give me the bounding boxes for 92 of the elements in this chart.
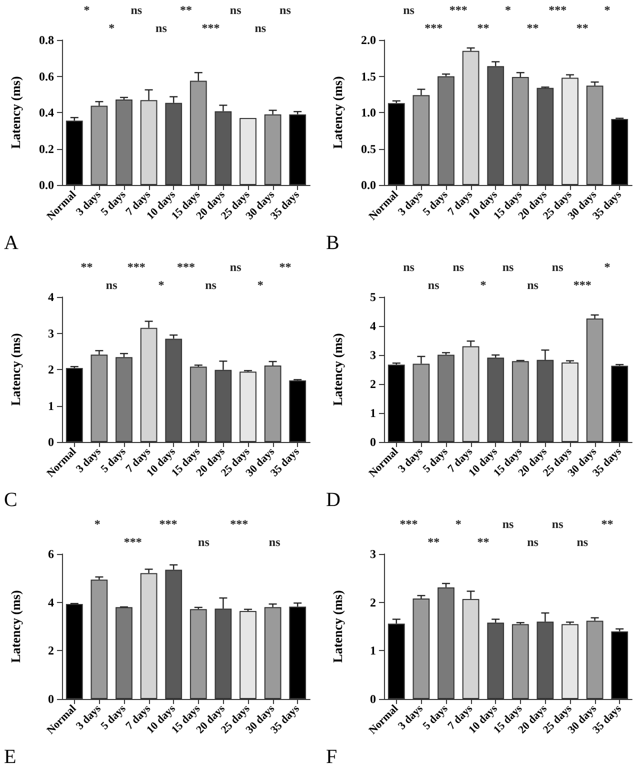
text: **	[526, 21, 539, 35]
text: E	[4, 746, 16, 768]
text: *	[455, 517, 462, 531]
text: ns	[268, 535, 281, 549]
y-tick-label: 2	[48, 644, 54, 658]
text: ns	[280, 3, 292, 17]
text: **	[477, 21, 490, 35]
y-tick-label: 6	[48, 547, 54, 561]
y-axis-title: Latency (ms)	[330, 590, 345, 663]
y-tick-label: 0	[48, 692, 54, 706]
text: *	[604, 3, 610, 17]
y-tick-label: 0.0	[361, 178, 376, 192]
y-axis-title: Latency (ms)	[8, 333, 23, 406]
y-tick-label: 0.6	[39, 69, 54, 84]
text: B	[326, 232, 340, 254]
text: ns	[527, 278, 539, 292]
text: ns	[502, 517, 514, 531]
y-tick-label: 1	[370, 406, 376, 420]
text: ns	[198, 535, 210, 549]
y-tick-label: 4	[48, 595, 54, 610]
text: *	[604, 260, 610, 274]
text: ***	[177, 260, 195, 274]
text: ***	[449, 3, 468, 17]
y-tick-label: 1.5	[361, 69, 376, 84]
y-axis-title: Latency (ms)	[330, 333, 345, 406]
text: ***	[230, 517, 248, 531]
text: **	[180, 3, 192, 17]
text: ns	[156, 21, 168, 35]
text: ***	[548, 3, 567, 17]
y-tick-label: 0.8	[39, 33, 54, 47]
y-tick-label: 2.0	[361, 33, 376, 47]
text: **	[279, 260, 292, 274]
text: **	[428, 535, 440, 549]
text: ***	[159, 517, 178, 531]
text: A	[4, 232, 19, 254]
y-tick-label: 0.0	[39, 178, 54, 192]
text: *	[94, 517, 100, 531]
text: ns	[106, 278, 118, 292]
text: *	[158, 278, 164, 292]
y-tick-label: 3	[370, 547, 376, 561]
text: ns	[576, 535, 588, 549]
text: **	[477, 535, 490, 549]
y-axis-title: Latency (ms)	[8, 590, 23, 663]
text: *	[505, 3, 511, 17]
text: D	[326, 489, 340, 511]
text: **	[576, 21, 588, 35]
text: ns	[254, 21, 266, 35]
text: ns	[502, 260, 514, 274]
text: ns	[403, 3, 415, 17]
y-tick-label: 0	[370, 435, 376, 449]
y-tick-label: 2	[370, 377, 376, 391]
y-tick-label: 2	[370, 595, 376, 610]
y-tick-label: 1	[370, 644, 376, 658]
y-tick-label: 0.4	[39, 106, 54, 120]
y-tick-label: 0.5	[361, 142, 376, 156]
y-tick-label: 5	[370, 290, 376, 304]
text: ns	[205, 278, 217, 292]
y-tick-label: 1	[48, 398, 54, 413]
text: ***	[127, 260, 146, 274]
text: ns	[552, 260, 564, 274]
y-tick-label: 0	[370, 692, 376, 706]
text: ns	[527, 535, 539, 549]
y-axis-title: Latency (ms)	[8, 76, 23, 149]
text: ns	[428, 278, 440, 292]
y-tick-label: 0	[48, 435, 54, 449]
text: ***	[400, 517, 418, 531]
text: ns	[403, 260, 415, 274]
y-tick-label: 3	[370, 348, 376, 362]
text: *	[84, 3, 90, 17]
text: **	[80, 260, 93, 274]
y-tick-label: 0.2	[39, 142, 54, 156]
y-tick-label: 3	[48, 326, 54, 340]
text: **	[601, 517, 614, 531]
text: ***	[573, 278, 592, 292]
text: ns	[452, 260, 464, 274]
text: ns	[130, 3, 142, 17]
text: ns	[552, 517, 564, 531]
y-tick-label: 4	[370, 319, 376, 333]
y-tick-label: 1.0	[361, 106, 376, 120]
text: *	[108, 21, 115, 35]
text: F	[326, 746, 338, 768]
text: ***	[202, 21, 220, 35]
text: ***	[124, 535, 142, 549]
text: ns	[230, 260, 242, 274]
text: ns	[230, 3, 242, 17]
text: *	[257, 278, 264, 292]
text: C	[4, 489, 18, 511]
y-tick-label: 2	[48, 362, 54, 376]
text: *	[480, 278, 486, 292]
y-axis-title: Latency (ms)	[330, 76, 345, 149]
y-tick-label: 4	[48, 290, 54, 304]
text: ***	[424, 21, 443, 35]
